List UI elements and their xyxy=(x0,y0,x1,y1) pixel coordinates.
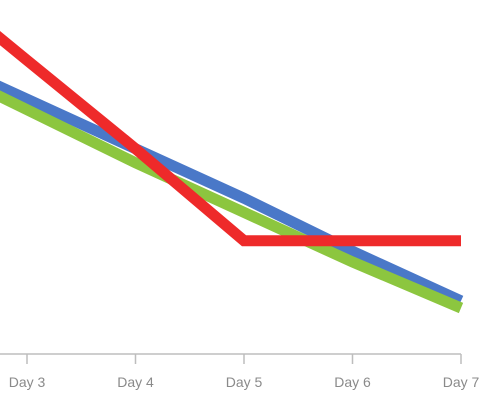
series-line-3 xyxy=(0,31,461,247)
x-tick-label: Day 5 xyxy=(226,374,263,390)
series-line-1 xyxy=(0,80,464,306)
x-axis: Day 3 Day 4 Day 5 Day 6 Day 7 xyxy=(0,353,480,390)
x-tick-label: Day 6 xyxy=(334,374,371,390)
x-tick-label: Day 7 xyxy=(443,374,480,390)
series-layer xyxy=(0,31,464,314)
x-tick-label: Day 3 xyxy=(9,374,46,390)
x-tick-label: Day 4 xyxy=(117,374,154,390)
